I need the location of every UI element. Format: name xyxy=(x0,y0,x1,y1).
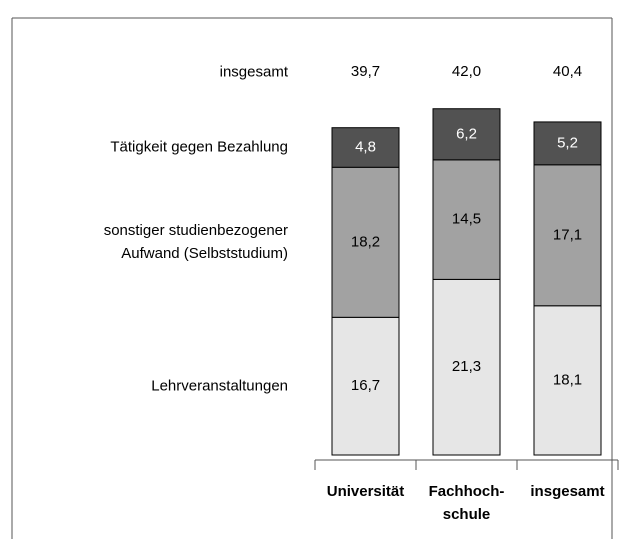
bar-segment xyxy=(432,278,501,456)
bar-segment xyxy=(331,316,400,456)
legend-label: sonstiger studienbezogener Aufwand (Selb… xyxy=(103,222,288,263)
bar-segment xyxy=(331,127,400,168)
x-tick-label: insgesamt xyxy=(530,483,605,500)
data-label: 6,2 xyxy=(456,125,477,142)
data-label: 5,2 xyxy=(557,134,578,151)
total-label: 39,7 xyxy=(351,63,380,80)
bar-segment xyxy=(533,164,602,307)
legend-label: Tätigkeit gegen Bezahlung xyxy=(110,138,288,156)
legend-label: Lehrveranstaltungen xyxy=(151,377,288,395)
bar-segment xyxy=(533,121,602,166)
total-row-label: insgesamt xyxy=(219,63,288,81)
data-label: 14,5 xyxy=(452,211,481,228)
total-label: 40,4 xyxy=(553,63,582,80)
data-label: 4,8 xyxy=(355,138,376,155)
total-label: 42,0 xyxy=(452,63,481,80)
bar-segment xyxy=(331,166,400,318)
x-tick-label: Universität xyxy=(326,483,405,500)
x-tick-label: Fachhoch- schule xyxy=(428,483,505,523)
data-label: 16,7 xyxy=(351,377,380,394)
data-label: 18,1 xyxy=(553,371,582,388)
data-label: 21,3 xyxy=(452,358,481,375)
bar-segment xyxy=(432,108,501,161)
data-label: 17,1 xyxy=(553,226,582,243)
data-label: 18,2 xyxy=(351,233,380,250)
bar-segment xyxy=(432,159,501,280)
